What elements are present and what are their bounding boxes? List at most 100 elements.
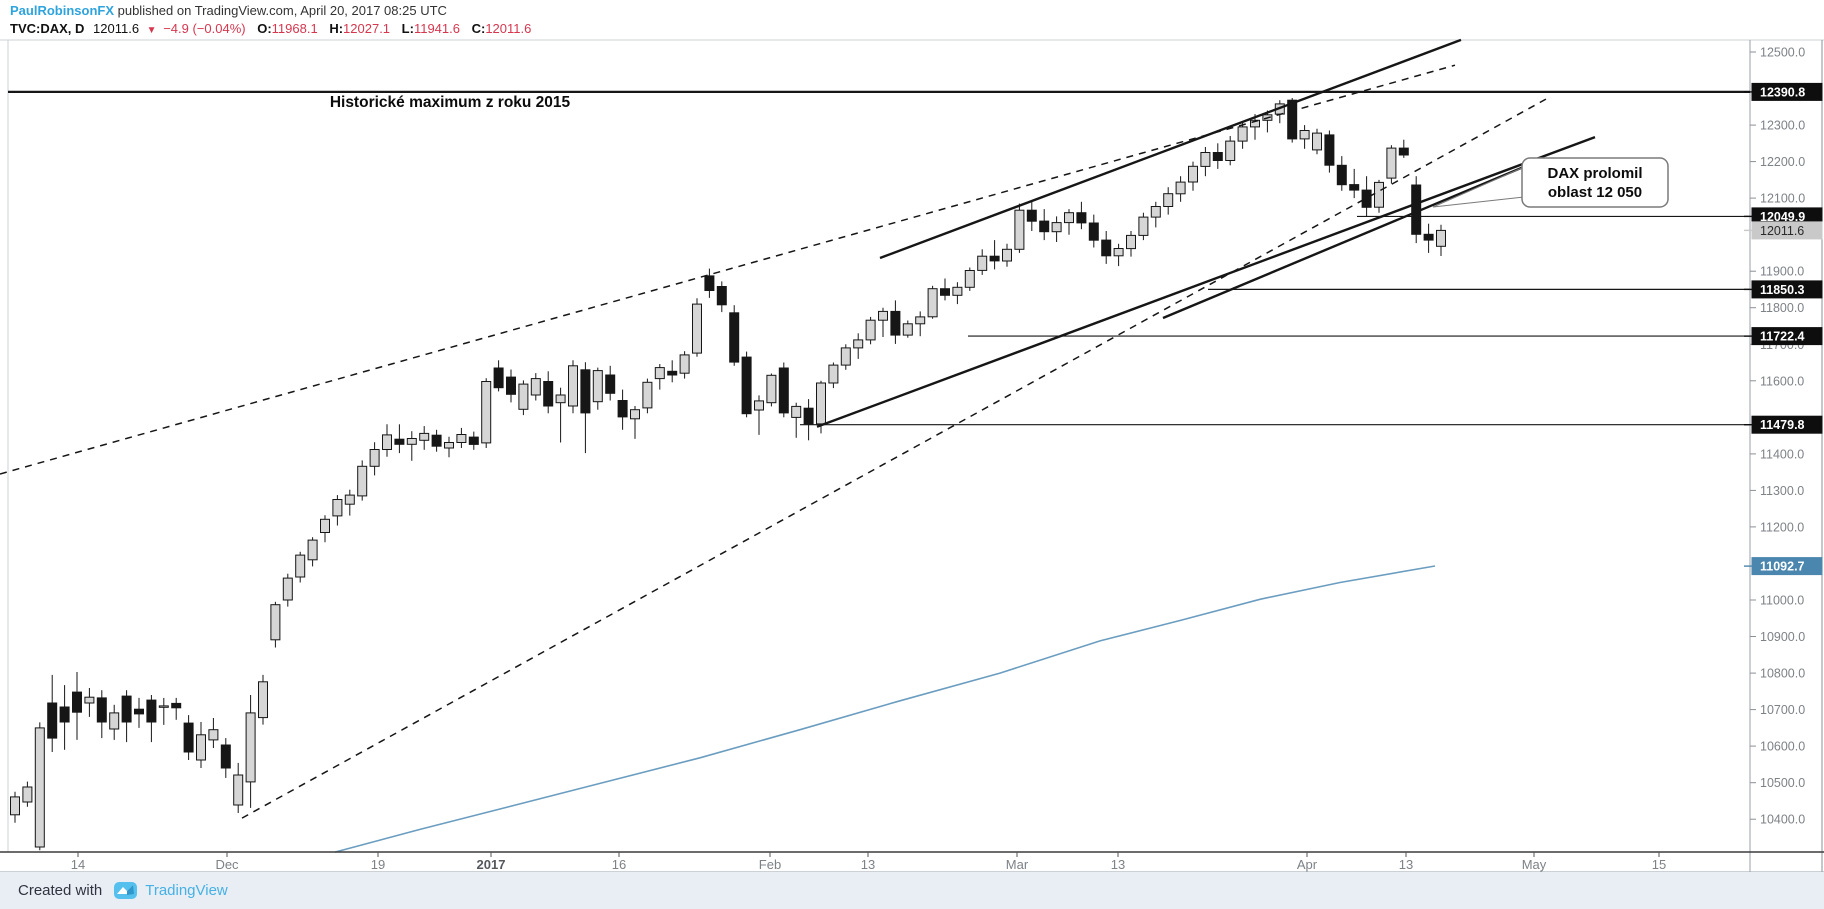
ma-line[interactable] <box>334 565 1436 853</box>
price-tick-label: 12200.0 <box>1760 155 1805 169</box>
candle <box>382 424 392 457</box>
candle <box>989 240 1000 270</box>
callout-text-line1: DAX prolomil <box>1547 165 1642 182</box>
candle <box>109 704 120 740</box>
author-link[interactable]: PaulRobinsonFX <box>10 3 114 18</box>
price-tick-label: 11800.0 <box>1760 301 1804 315</box>
candle <box>964 267 975 291</box>
candle <box>667 360 678 383</box>
trendline-dashed-upper <box>0 64 1456 475</box>
candle <box>915 311 926 337</box>
candle <box>233 762 244 813</box>
candle <box>580 362 591 454</box>
tradingview-logo-icon[interactable] <box>114 882 138 899</box>
candle <box>1026 201 1037 231</box>
candle <box>171 697 182 720</box>
candle <box>493 360 504 392</box>
candle <box>1175 176 1186 202</box>
price-label-11092.7: 11092.7 <box>1744 557 1823 576</box>
candle <box>10 791 20 823</box>
candle <box>1150 201 1161 228</box>
callout-text-line2: oblast 12 050 <box>1548 184 1642 201</box>
trendline-broken-support <box>1162 158 1541 320</box>
candle <box>134 697 144 728</box>
candle <box>952 282 963 305</box>
candle <box>481 378 492 448</box>
candle <box>1398 139 1409 158</box>
candle <box>1423 223 1434 253</box>
price-tick-label: 11900.0 <box>1760 265 1804 279</box>
time-tick-label: 16 <box>612 857 626 872</box>
price-tick-label: 12500.0 <box>1760 46 1805 60</box>
trendlines-layer[interactable] <box>0 38 1596 819</box>
level-lines-layer[interactable] <box>8 90 1750 426</box>
open-value: 11968.1 <box>271 21 318 36</box>
created-with-label: Created with <box>18 882 103 899</box>
candle <box>1076 201 1087 230</box>
candle <box>568 360 578 414</box>
candle <box>1051 216 1062 242</box>
time-axis[interactable]: 14 Dec 19 2017 16 Feb 13 Mar 13 Apr 13 May 15 <box>0 851 1824 872</box>
candle <box>158 697 169 725</box>
candlestick-chart[interactable]: Historické maximum z roku 2015 DAX prolom… <box>0 38 1824 872</box>
candle <box>34 722 45 851</box>
trendline-upper-channel <box>879 38 1462 260</box>
chart-header: PaulRobinsonFX published on TradingView.… <box>0 0 1824 38</box>
chart-pane[interactable]: Historické maximum z roku 2015 DAX prolom… <box>0 38 1824 872</box>
candle <box>84 688 95 717</box>
down-triangle-icon: ▼ <box>146 25 157 36</box>
price-tick-label: 10400.0 <box>1760 813 1805 827</box>
candle <box>654 364 665 390</box>
candle <box>1002 243 1012 267</box>
price-axis[interactable]: 12500.0 12300.0 12200.0 12100.0 11900.0 11800… <box>1744 46 1823 827</box>
candle <box>96 690 107 739</box>
candle <box>1088 214 1099 248</box>
trendline-lower-channel <box>816 135 1596 428</box>
historical-max-annotation[interactable]: Historické maximum z roku 2015 <box>330 94 571 111</box>
candle <box>307 537 318 567</box>
close-label: C: <box>471 21 486 36</box>
candle <box>865 316 876 345</box>
candle <box>1126 231 1136 257</box>
candle <box>716 281 727 313</box>
time-tick-label: 13 <box>1399 857 1413 872</box>
price-tick-label: 12300.0 <box>1760 119 1805 133</box>
byline-text: published on TradingView.com, April 20, … <box>114 3 447 18</box>
svg-text:11479.8: 11479.8 <box>1760 418 1805 432</box>
candle <box>1324 130 1335 173</box>
candle <box>369 442 380 476</box>
candle <box>22 781 33 807</box>
candle <box>196 722 206 768</box>
candle <box>902 320 913 338</box>
time-tick-label: Dec <box>215 857 239 872</box>
tradingview-brand-link[interactable]: TradingView <box>145 882 228 899</box>
time-tick-label: 19 <box>371 857 385 872</box>
candle <box>320 515 330 543</box>
high-label: H: <box>329 21 344 36</box>
time-tick-label: 2017 <box>477 857 506 872</box>
time-tick-label: 13 <box>1111 857 1125 872</box>
candle <box>803 399 814 441</box>
candle <box>605 365 616 401</box>
candle <box>1336 156 1347 191</box>
candle <box>1299 125 1310 149</box>
candle <box>344 489 355 516</box>
candle <box>282 573 293 607</box>
price-label-12390.8: 12390.8 <box>1744 82 1823 101</box>
candle <box>245 695 256 808</box>
candle <box>1113 243 1124 267</box>
open-label: O: <box>257 21 272 36</box>
candle <box>754 395 764 435</box>
candle <box>617 389 628 430</box>
price-tick-label: 11300.0 <box>1760 484 1804 498</box>
price-label-12049.9: 12049.9 <box>1744 207 1823 226</box>
price-tick-label: 10900.0 <box>1760 630 1805 644</box>
svg-text:12011.6: 12011.6 <box>1760 224 1804 238</box>
candle <box>927 285 938 319</box>
time-tick-label: Apr <box>1297 857 1318 872</box>
candle <box>840 344 851 370</box>
price-tick-label: 10800.0 <box>1760 667 1805 681</box>
footer-bar: Created with TradingView <box>0 872 1824 909</box>
svg-text:12049.9: 12049.9 <box>1760 210 1805 224</box>
callout-drawing[interactable]: DAX prolomil oblast 12 050 <box>1432 157 1669 208</box>
